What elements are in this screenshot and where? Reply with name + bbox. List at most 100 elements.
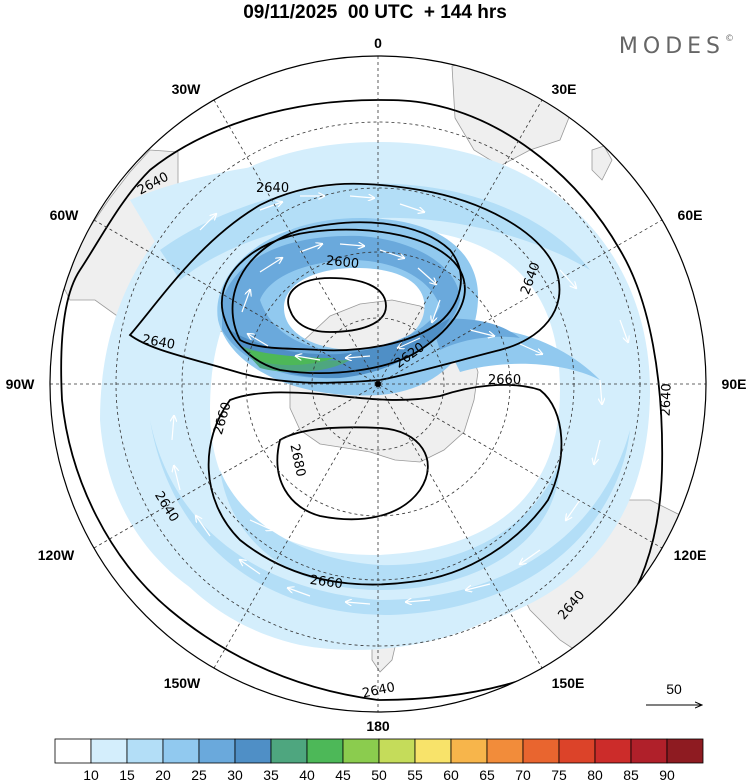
colorbar-swatch — [270, 738, 308, 764]
meridian-30 — [213, 99, 543, 669]
reference-vector: 50 — [646, 681, 702, 705]
lon-label-150e: 150E — [552, 675, 585, 691]
colorbar-ticks: 10 15 20 25 30 35 40 45 50 55 60 65 70 75 80 85 90 — [83, 767, 675, 782]
contour-2600-low — [231, 221, 462, 352]
south-pole-marker — [375, 381, 381, 387]
jet-streak-peak — [248, 350, 335, 366]
wind-vector — [559, 269, 576, 288]
northern-jet-band — [130, 158, 600, 250]
title-lead: + 144 hrs — [423, 2, 507, 23]
title-date: 09/11/2025 — [243, 2, 338, 23]
wind-vector — [249, 519, 272, 530]
colorbar-swatch — [162, 738, 200, 764]
wind-vector — [379, 249, 404, 258]
longitude-labels: 0 30E 60E 90E 120E 150E 180 150W 120W 90… — [6, 35, 747, 734]
colorbar-tick-label: 40 — [299, 767, 315, 782]
madagascar-landmass — [591, 145, 613, 181]
modes-logo: MODES© — [619, 34, 734, 59]
wind-vector — [174, 466, 181, 491]
colorbar-swatch — [522, 738, 560, 764]
wind-vector — [199, 214, 216, 231]
colorbar-swatch — [90, 738, 128, 764]
wind-vector — [594, 439, 601, 464]
colorbar-swatch — [306, 738, 344, 764]
colorbar-tick-label: 15 — [119, 767, 135, 782]
wind-vector — [299, 244, 322, 253]
lon-label-60w: 60W — [50, 207, 80, 223]
wind-vector — [466, 583, 491, 590]
jet-core-east — [430, 318, 520, 350]
meridians — [50, 56, 706, 712]
wind-vector — [296, 356, 321, 361]
colorbar-swatch — [558, 738, 596, 764]
map-border — [49, 55, 707, 713]
colorbar-swatch — [666, 738, 704, 764]
contour-label: 2660 — [309, 573, 344, 592]
colorbar-swatch — [342, 738, 380, 764]
lat-circle-inner — [311, 317, 445, 451]
colorbar-swatch — [414, 738, 452, 764]
wind-vector — [469, 329, 494, 336]
wind-vector — [406, 600, 431, 602]
colorbar-tick-label: 50 — [371, 767, 387, 782]
lon-label-90e: 90E — [722, 376, 747, 392]
wind-vector — [248, 334, 269, 347]
wind-vector — [619, 319, 628, 342]
wind-vector — [259, 258, 282, 273]
lon-label-30e: 30E — [552, 81, 577, 97]
title-run: 00 UTC — [347, 2, 414, 23]
lon-label-180: 180 — [366, 718, 390, 734]
colorbar-tick-label: 85 — [623, 767, 639, 782]
meridian-60 — [93, 219, 663, 549]
wind-vector — [339, 244, 364, 246]
wind-vector — [519, 343, 542, 354]
wind-vector — [259, 202, 282, 211]
colorbar: 10 15 20 25 30 35 40 45 50 55 60 65 70 75 80 85 90 — [54, 738, 704, 782]
wind-vector — [299, 539, 324, 544]
wind-shading-45-50 — [248, 350, 335, 366]
contour-label: 2680 — [286, 443, 308, 478]
lon-label-150w: 150W — [164, 675, 201, 691]
wind-vector — [566, 499, 581, 520]
colorbar-tick-label: 80 — [587, 767, 603, 782]
map-title: 09/11/2025 00 UTC + 144 hrs — [0, 2, 750, 24]
reference-vector-value: 50 — [666, 681, 682, 697]
colorbar-tick-label: 70 — [515, 767, 531, 782]
colorbar-swatch — [54, 738, 92, 764]
colorbar-tick-label: 10 — [83, 767, 99, 782]
wind-vector — [346, 602, 371, 604]
wind-vector — [419, 540, 444, 547]
wind-vector — [346, 356, 371, 358]
colorbar-tick-label: 60 — [443, 767, 459, 782]
wind-vector — [240, 560, 261, 575]
colorbar-swatch — [486, 738, 524, 764]
colorbar-tick-label: 75 — [551, 767, 567, 782]
colorbar-swatch — [630, 738, 668, 764]
wind-vector — [288, 588, 311, 597]
brand-text: MODES — [618, 34, 725, 59]
wind-vectors — [172, 196, 628, 604]
contour-2600-center — [287, 277, 387, 333]
meridian-120 — [93, 219, 663, 549]
wind-vector — [196, 516, 211, 537]
contour-2640-inner — [128, 182, 561, 384]
contour-2620 — [220, 228, 466, 374]
contour-label: 2600 — [325, 254, 359, 272]
wind-vector — [172, 416, 174, 441]
wind-vector — [399, 203, 424, 212]
lon-label-30w: 30W — [172, 81, 202, 97]
colorbar-tick-label: 35 — [263, 767, 279, 782]
colorbar-tick-label: 20 — [155, 767, 171, 782]
contour-label: 2640 — [141, 332, 176, 353]
wind-vector — [349, 196, 374, 198]
colorbar-swatch — [198, 738, 236, 764]
copyright-mark: © — [725, 34, 734, 44]
contour-label: 2660 — [488, 373, 521, 388]
wind-vector — [241, 290, 250, 313]
contour-label: 2640 — [361, 680, 396, 702]
colorbar-boxes — [54, 738, 704, 764]
contour-2660 — [207, 383, 563, 586]
contour-label: 2640 — [256, 181, 289, 196]
wind-vector — [398, 337, 421, 348]
